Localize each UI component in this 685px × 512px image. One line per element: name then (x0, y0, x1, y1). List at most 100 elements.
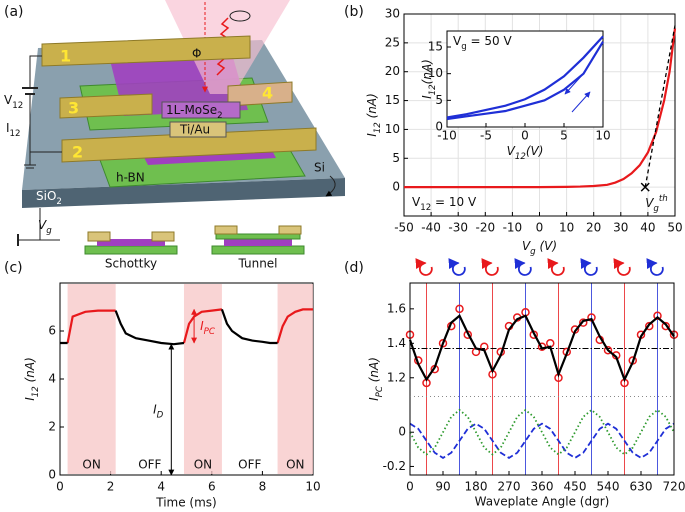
i12-label: I12 (6, 121, 21, 139)
y-tick-label: 30 (385, 7, 400, 21)
sweep-arrow (564, 71, 586, 95)
series-line (408, 313, 675, 383)
y-axis-label-rest: (nA) (23, 357, 37, 386)
data-point (579, 318, 588, 327)
electrode-label: 4 (262, 84, 273, 103)
v12-sub: 12 (12, 101, 23, 111)
y-axis-label-text: I (420, 95, 434, 99)
plot-frame (409, 282, 675, 476)
annotation-rest: = 50 V (467, 34, 513, 48)
handedness-icon (613, 258, 631, 276)
dark-current-label: ID (153, 402, 164, 420)
x-axis-label-sub: g (530, 247, 536, 257)
mose2-label: 1L-MoSe2 (166, 103, 223, 121)
polarization-icon (229, 10, 251, 22)
i12-main: I (6, 121, 10, 135)
annotation-rest: = 10 V (431, 195, 477, 209)
y-tick-label: 0 (398, 425, 406, 439)
y-axis-label-sub: 12 (373, 122, 383, 133)
data-point (645, 321, 654, 331)
x-axis-label: Vg (V) (522, 239, 557, 257)
electrode-label: 2 (72, 143, 83, 162)
vg-label: Vg (38, 218, 52, 236)
sweep-arrow (571, 91, 591, 113)
panel-label: (c) (4, 260, 23, 276)
y-axis-label-text: I (23, 397, 37, 401)
x-tick-label: 2 (107, 480, 115, 494)
hbn-label: h-BN (116, 171, 145, 185)
plot-frame (403, 13, 676, 217)
data-point (603, 345, 613, 355)
y-axis-label-sub: 12 (428, 84, 438, 95)
x-axis-label-rest: (V) (536, 239, 557, 253)
x-axis-label: Waveplate Angle (dgr) (475, 495, 610, 509)
x-tick-label: 8 (259, 480, 267, 494)
x-tick-label: 4 (157, 480, 165, 494)
state-label: ON (82, 458, 100, 472)
x-tick-label: -10 (503, 221, 523, 235)
sio2-sub: 2 (56, 197, 62, 207)
panel-label: (b) (344, 4, 364, 20)
threshold-label-sup: th (659, 194, 668, 204)
panel-label: (a) (4, 4, 24, 20)
x-axis-label-text: V (522, 239, 531, 253)
electrode-3 (59, 93, 153, 119)
handedness-icon (580, 258, 598, 276)
electrode-2 (61, 127, 317, 163)
photocurrent-label-text: I (200, 319, 204, 333)
x-tick-label: 720 (663, 480, 685, 494)
plot-frame (446, 30, 604, 128)
x-tick-label: 10 (559, 221, 574, 235)
x-tick-label: 180 (465, 480, 488, 494)
y-axis-label: I12 (nA) (365, 93, 383, 137)
x-tick-label: 10 (305, 480, 320, 494)
electrode-label: 1 (60, 47, 71, 66)
y-axis-label-sub: 12 (31, 386, 41, 397)
annotation: V12 = 10 V (412, 195, 477, 213)
schottky-label: Schottky (105, 257, 157, 271)
x-tick-label: 6 (208, 480, 216, 494)
series-line (409, 408, 675, 456)
state-label: OFF (138, 458, 161, 472)
x-tick-label: -10 (437, 129, 457, 143)
x-axis-label: Time (ms) (155, 496, 217, 510)
mose2-sub: 2 (217, 111, 223, 121)
v12-label: V12 (4, 93, 23, 111)
tunnel-mose2 (224, 239, 292, 246)
tunnel-label: Tunnel (237, 257, 277, 271)
x-tick-label: 50 (667, 221, 682, 235)
x-tick-label: -5 (480, 129, 492, 143)
vg-main: V (38, 218, 47, 232)
handedness-icon (547, 258, 565, 276)
y-tick-label: 5 (435, 93, 443, 107)
y-tick-label: 0 (435, 120, 443, 134)
tunnel-hbn (211, 245, 305, 255)
y-axis-label-rest: (nA) (420, 59, 434, 84)
threshold-label-sub: g (653, 204, 659, 214)
handedness-icon (481, 258, 499, 276)
y-tick-label: 6 (48, 324, 56, 338)
tiau-tag (169, 121, 227, 138)
y-tick-label: 15 (428, 40, 443, 54)
mose2-tag (161, 101, 241, 119)
y-axis-label: I12(nA) (420, 59, 438, 99)
x-tick-label: 630 (630, 480, 653, 494)
tunnel-contact (278, 225, 302, 235)
y-tick-label: 5 (392, 151, 400, 165)
y-axis-label: I12 (nA) (23, 357, 41, 401)
y-axis-label: IPC (nA) (367, 357, 385, 401)
x-tick-label: -20 (475, 221, 495, 235)
photocurrent-label-sub: PC (204, 327, 215, 337)
dark-current-label-sub: D (157, 410, 164, 420)
y-tick-label: 1.6 (387, 301, 406, 315)
y-tick-label: 2 (48, 420, 56, 434)
state-label: ON (194, 458, 212, 472)
schottky-contact (151, 231, 175, 242)
electrode-4 (227, 81, 293, 107)
si-label: Si (314, 161, 325, 175)
y-axis-label-sub: PC (375, 386, 385, 397)
y-tick-label: 10 (385, 122, 400, 136)
handedness-icon (448, 258, 466, 276)
x-tick-label: -40 (421, 221, 441, 235)
